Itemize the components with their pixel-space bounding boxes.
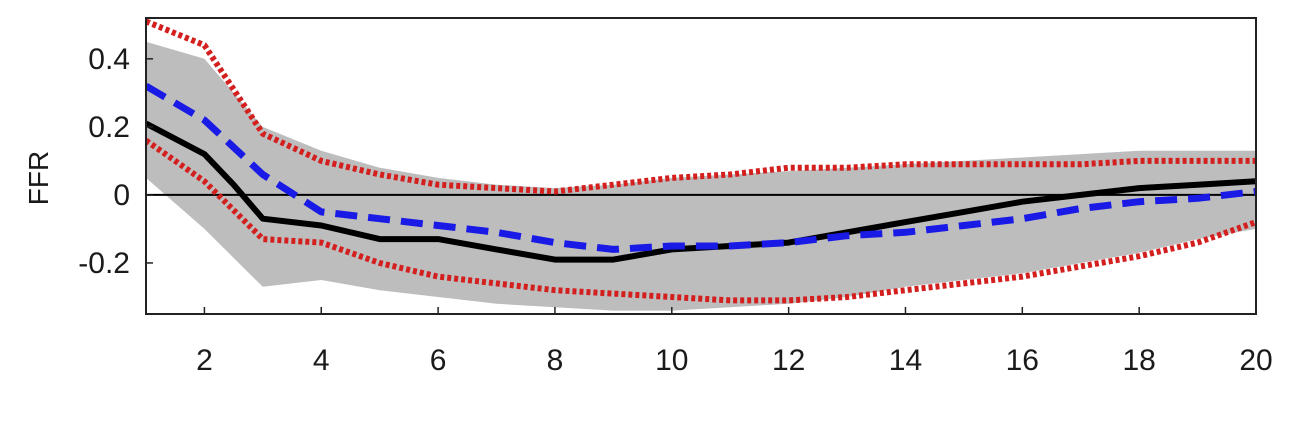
x-tick-label: 4 [313, 344, 330, 377]
y-tick-label: -0.2 [78, 247, 130, 280]
x-tick-label: 20 [1239, 344, 1272, 377]
y-axis: -0.2 0 0.2 0.4 [78, 43, 153, 280]
y-tick-label: 0.2 [88, 111, 130, 144]
series-line-3-dotted [146, 18, 1256, 195]
x-tick-label: 14 [889, 344, 922, 377]
series-line-2-dashed [146, 82, 1256, 253]
series-line-4-dotted [146, 138, 1256, 304]
x-tick-label: 8 [547, 344, 564, 377]
series-layer [146, 18, 1256, 304]
y-tick-label: 0 [113, 179, 130, 212]
x-axis: 2 4 6 8 10 12 14 16 18 20 [196, 307, 1273, 377]
y-tick-label: 0.4 [88, 43, 130, 76]
plot-frame [145, 17, 1257, 315]
x-tick-label: 2 [196, 344, 213, 377]
x-tick-label: 18 [1122, 344, 1155, 377]
x-tick-label: 12 [772, 344, 805, 377]
x-tick-label: 6 [430, 344, 447, 377]
x-tick-label: 10 [655, 344, 688, 377]
x-tick-label: 16 [1006, 344, 1039, 377]
y-axis-label: FFR [23, 151, 54, 205]
